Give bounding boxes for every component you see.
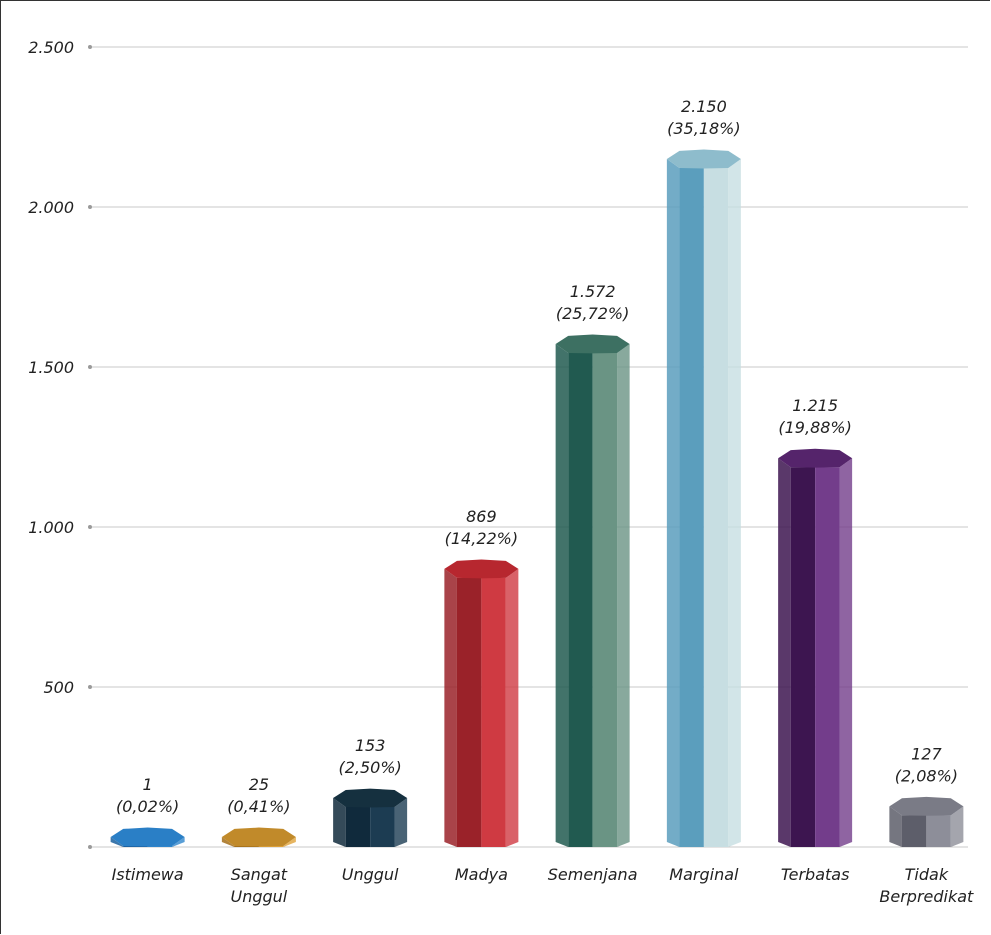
bar-face-left (889, 806, 902, 847)
y-tick-dot (88, 205, 92, 209)
bar-face-center-right (592, 352, 618, 847)
x-category-label: Terbatas (781, 865, 850, 884)
x-category-label: Sangat (231, 865, 288, 884)
bar-face-left (333, 798, 346, 847)
x-category-label: Marginal (669, 865, 739, 884)
bar-value-label: 127 (911, 744, 942, 763)
y-tick-label: 2.500 (28, 38, 74, 57)
bar-percent-label: (19,88%) (778, 418, 852, 437)
y-tick-dot (88, 845, 92, 849)
bar-value-label: 869 (466, 507, 497, 526)
bar-face-right (728, 159, 741, 847)
x-category-label: Unggul (342, 865, 399, 884)
x-category-label: Istimewa (112, 865, 184, 884)
bar-face-center-left (901, 815, 927, 847)
bar-face-right (617, 343, 630, 847)
bar-percent-label: (2,50%) (338, 758, 401, 777)
bar-face-center-right (481, 577, 506, 847)
x-category-label: Unggul (231, 887, 288, 906)
bar-face-left (110, 837, 124, 847)
bar-value-label: 153 (355, 736, 386, 755)
bar-percent-label: (25,72%) (556, 304, 630, 323)
bar-face-center-left (456, 577, 482, 847)
bar-face-left (444, 568, 457, 847)
x-category-label: Semenjana (548, 865, 638, 884)
bar-value-label: 1 (143, 775, 153, 794)
bar-top-cap (778, 448, 853, 468)
bar-face-center-right (703, 168, 729, 847)
bar-top-cap (221, 827, 296, 847)
bar-value-label: 1.215 (792, 396, 838, 415)
bar-face-right (950, 806, 964, 847)
bar-face-center-left (568, 352, 593, 847)
bar-face-right (283, 837, 296, 847)
bar-value-label: 25 (249, 775, 269, 794)
x-category-label: Berpredikat (879, 887, 974, 906)
y-tick-dot (88, 685, 92, 689)
bar-top-cap (555, 334, 630, 354)
bar-face-center-left (679, 168, 704, 847)
bar-percent-label: (35,18%) (667, 119, 741, 138)
bar-value-label: 2.150 (681, 97, 727, 116)
bar-face-left (666, 159, 680, 847)
bar-face-center-right (370, 807, 395, 847)
bar-percent-label: (0,02%) (116, 797, 179, 816)
bar-top-cap (444, 559, 519, 579)
x-category-label: Tidak (905, 865, 949, 884)
bar-face-center-left (345, 807, 371, 847)
bar-percent-label: (2,08%) (895, 766, 958, 785)
bar-top-cap (666, 149, 741, 169)
bar-value-label: 1.572 (570, 282, 616, 301)
bar-percent-label: (0,41%) (227, 797, 290, 816)
y-tick-label: 2.000 (28, 198, 74, 217)
y-tick-dot (88, 365, 92, 369)
y-tick-dot (88, 525, 92, 529)
y-tick-label: 1.000 (28, 518, 74, 537)
bar-top-cap (333, 788, 408, 808)
bar-face-right (394, 798, 408, 847)
bar-face-center-left (790, 467, 816, 847)
bar-face-left (221, 837, 235, 847)
y-tick-label: 500 (43, 678, 74, 697)
bar-face-center-right (815, 467, 840, 847)
bar-face-right (505, 568, 519, 847)
bar-top-cap (110, 827, 185, 847)
bar-face-left (555, 343, 569, 847)
bar-face-right (172, 837, 185, 847)
bar-face-right (839, 458, 853, 847)
x-category-label: Madya (455, 865, 508, 884)
bar-percent-label: (14,22%) (445, 529, 519, 548)
bar-face-center-right (926, 815, 951, 847)
y-tick-label: 1.500 (28, 358, 74, 377)
bar-top-cap (889, 796, 964, 816)
y-tick-dot (88, 45, 92, 49)
bar-face-left (778, 458, 791, 847)
